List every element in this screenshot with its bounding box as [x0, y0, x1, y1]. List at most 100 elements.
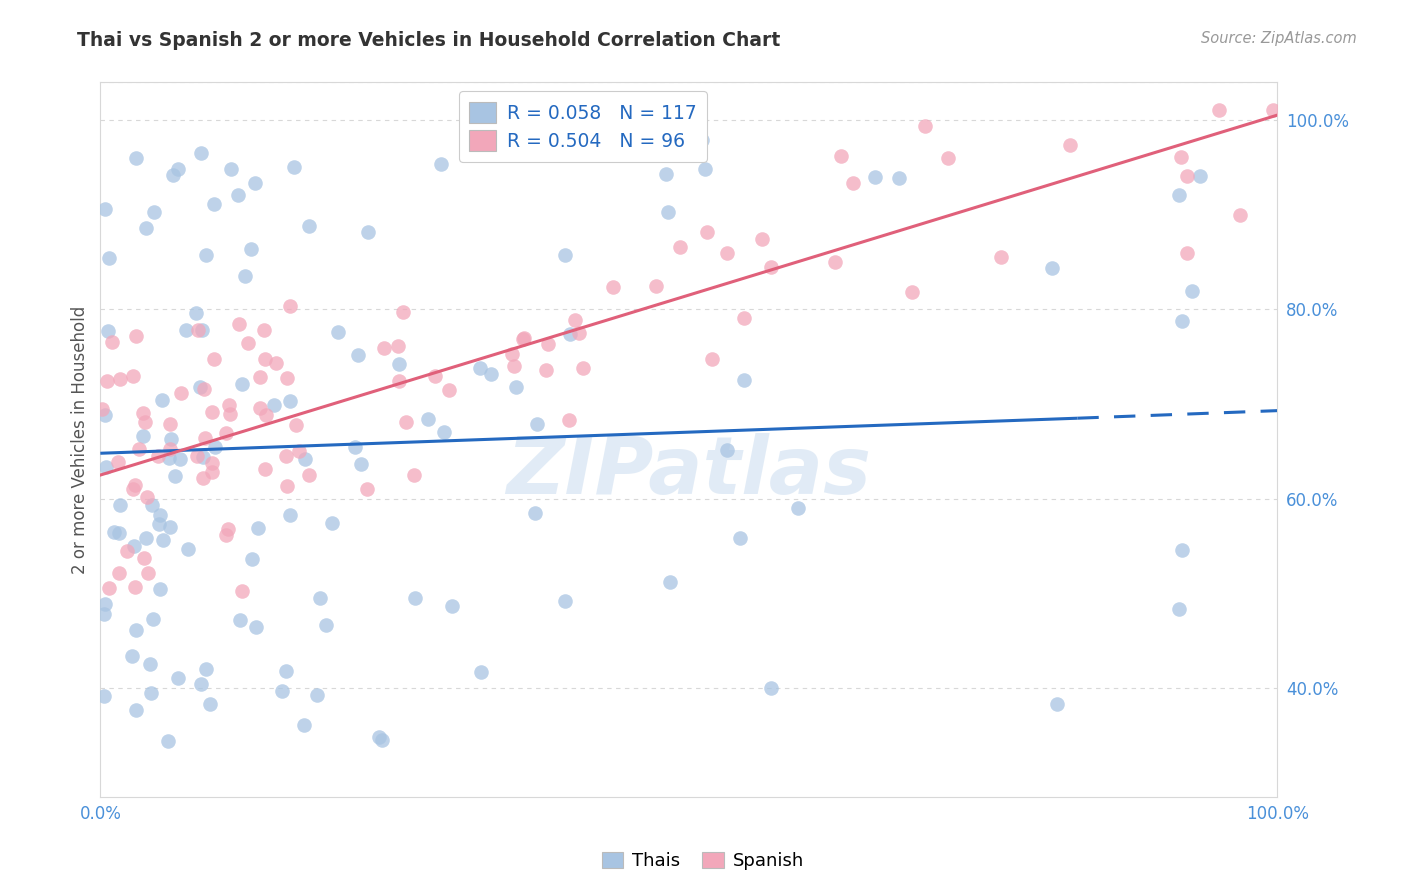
Point	[93, 408, 115, 422]
Point	[174, 323, 197, 337]
Point	[107, 566, 129, 580]
Point	[700, 352, 723, 367]
Point	[177, 541, 200, 556]
Point	[655, 167, 678, 181]
Point	[294, 451, 316, 466]
Point	[292, 718, 315, 732]
Point	[198, 698, 221, 712]
Point	[278, 394, 301, 409]
Point	[202, 196, 225, 211]
Point	[149, 582, 172, 597]
Point	[1059, 138, 1081, 153]
Point	[990, 250, 1012, 264]
Point	[1175, 246, 1198, 260]
Point	[761, 260, 783, 274]
Point	[264, 356, 287, 370]
Point	[572, 360, 595, 375]
Point	[278, 508, 301, 523]
Point	[194, 431, 217, 445]
Point	[107, 455, 129, 469]
Point	[188, 380, 211, 394]
Point	[395, 415, 418, 429]
Point	[1167, 187, 1189, 202]
Point	[1189, 169, 1212, 183]
Point	[125, 623, 148, 637]
Point	[131, 406, 153, 420]
Point	[156, 734, 179, 748]
Point	[219, 162, 242, 177]
Point	[254, 352, 277, 367]
Point	[1046, 697, 1069, 711]
Point	[136, 490, 159, 504]
Point	[245, 620, 267, 634]
Point	[193, 470, 215, 484]
Point	[150, 393, 173, 408]
Point	[214, 528, 236, 542]
Point	[125, 329, 148, 343]
Point	[141, 686, 163, 700]
Point	[392, 304, 415, 318]
Point	[298, 219, 321, 234]
Point	[824, 255, 846, 269]
Point	[228, 317, 250, 331]
Point	[1229, 208, 1251, 222]
Point	[238, 336, 260, 351]
Point	[751, 232, 773, 246]
Point	[298, 467, 321, 482]
Point	[142, 612, 165, 626]
Point	[108, 372, 131, 386]
Point	[240, 242, 263, 256]
Point	[404, 591, 426, 606]
Point	[1175, 169, 1198, 183]
Point	[135, 532, 157, 546]
Point	[132, 429, 155, 443]
Point	[1170, 150, 1192, 164]
Point	[659, 575, 682, 590]
Point	[696, 225, 718, 239]
Point	[163, 468, 186, 483]
Point	[195, 248, 218, 262]
Point	[470, 665, 492, 679]
Point	[554, 593, 576, 607]
Point	[218, 398, 240, 412]
Point	[1168, 602, 1191, 616]
Point	[215, 425, 238, 440]
Point	[149, 508, 172, 522]
Text: ZIPatlas: ZIPatlas	[506, 433, 872, 511]
Point	[229, 613, 252, 627]
Point	[276, 479, 298, 493]
Text: Thai vs Spanish 2 or more Vehicles in Household Correlation Chart: Thai vs Spanish 2 or more Vehicles in Ho…	[77, 31, 780, 50]
Point	[191, 323, 214, 337]
Point	[97, 325, 120, 339]
Point	[233, 268, 256, 283]
Point	[669, 240, 692, 254]
Point	[524, 506, 547, 520]
Point	[554, 248, 576, 262]
Point	[865, 170, 887, 185]
Point	[276, 371, 298, 385]
Point	[430, 157, 453, 171]
Point	[201, 456, 224, 470]
Point	[368, 730, 391, 744]
Point	[728, 531, 751, 545]
Point	[101, 335, 124, 350]
Point	[193, 382, 215, 396]
Point	[218, 522, 240, 536]
Point	[121, 648, 143, 663]
Point	[356, 482, 378, 496]
Point	[253, 323, 276, 337]
Point	[94, 460, 117, 475]
Point	[936, 152, 959, 166]
Point	[433, 425, 456, 439]
Point	[132, 550, 155, 565]
Point	[97, 251, 120, 265]
Point	[141, 499, 163, 513]
Point	[387, 339, 409, 353]
Point	[309, 591, 332, 605]
Point	[115, 544, 138, 558]
Point	[321, 516, 343, 530]
Point	[1181, 285, 1204, 299]
Point	[357, 225, 380, 239]
Point	[271, 683, 294, 698]
Point	[371, 733, 394, 747]
